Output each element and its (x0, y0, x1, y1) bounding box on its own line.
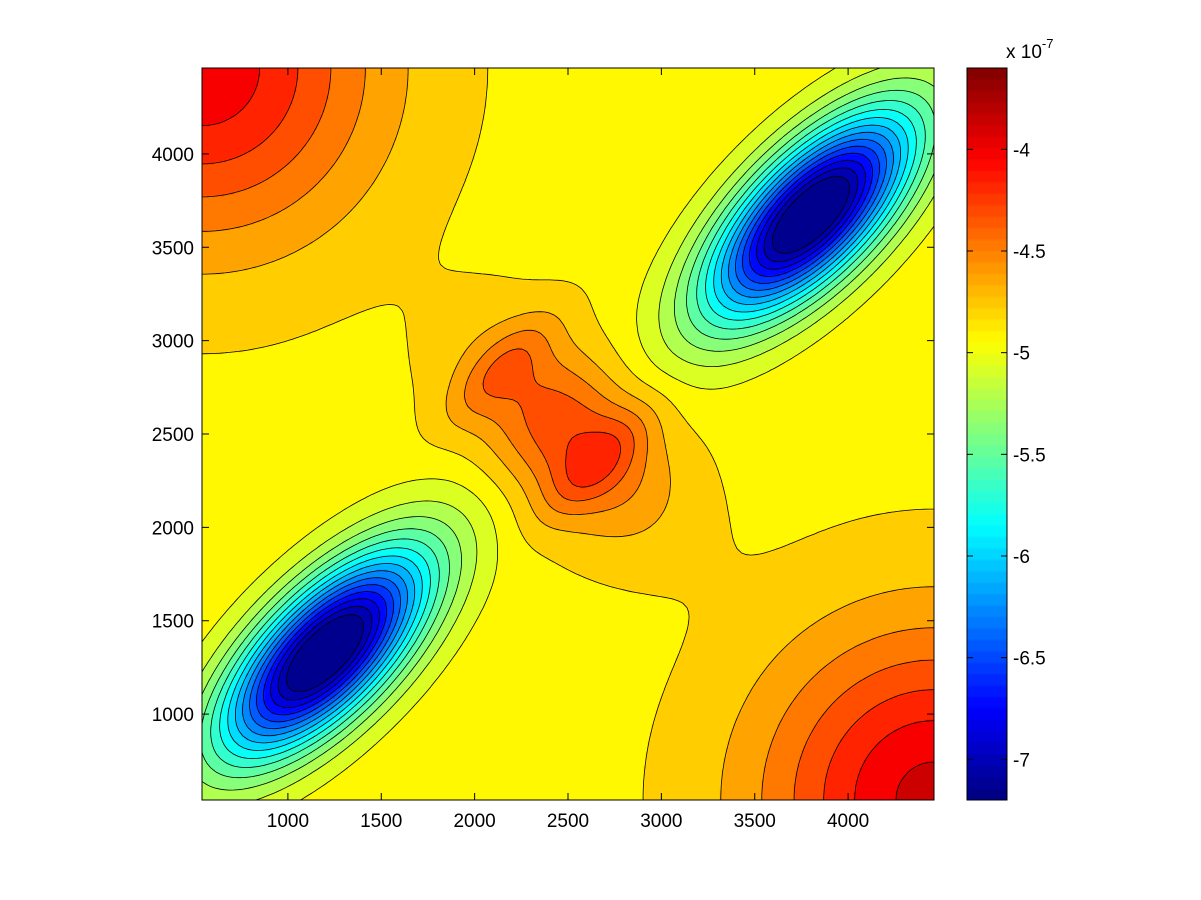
y-tick-label-3: 2500 (152, 425, 194, 446)
contour-line-11 (202, 89, 934, 779)
colorbar-tick-label-3: -5.5 (1013, 445, 1046, 466)
contour-line-3 (263, 152, 873, 716)
contour-line-4 (256, 145, 880, 723)
x-tick-label-5: 3500 (734, 811, 776, 832)
contour-line-2 (270, 159, 866, 709)
contour-line-5 (249, 138, 887, 730)
contour-line-8 (227, 117, 909, 751)
contour-line-9 (219, 109, 917, 759)
contour-line-17 (202, 68, 934, 800)
x-axis: 1000 1500 2000 2500 3000 3500 4000 (267, 68, 869, 832)
x-tick-label-6: 4000 (827, 811, 869, 832)
contour-line-10 (210, 100, 926, 768)
colorbar-tick-label-5: -4.5 (1013, 242, 1046, 263)
contour-line-7 (235, 124, 901, 744)
contour-line-1 (277, 167, 859, 701)
contour-line-16 (202, 68, 934, 800)
y-tick-label-2: 2000 (152, 518, 194, 539)
contour-line-21 (895, 761, 934, 800)
y-tick-label-5: 3500 (152, 238, 194, 259)
contour-line-0 (286, 175, 850, 693)
x-tick-label-1: 1500 (360, 811, 402, 832)
contour-line-15 (202, 68, 934, 800)
colorbar-exponent: x 10-7 (1006, 36, 1053, 63)
x-tick-label-4: 3000 (640, 811, 682, 832)
y-tick-label-0: 1000 (152, 705, 194, 726)
x-tick-label-0: 1000 (267, 811, 309, 832)
contour-line-14 (202, 68, 934, 800)
x-tick-label-2: 2000 (453, 811, 495, 832)
colorbar-axis: -7 -6.5 -6 -5.5 -5 -4.5 -4 (967, 140, 1046, 771)
colorbar-tick-label-2: -6 (1013, 547, 1030, 568)
x-tick-label-3: 2500 (547, 811, 589, 832)
colorbar-tick-label-4: -5 (1013, 344, 1030, 365)
contour-line-20 (202, 68, 934, 800)
colorbar-tick-label-0: -7 (1013, 750, 1030, 771)
contour-line-18 (202, 68, 934, 800)
colorbar-fill (967, 68, 1007, 800)
colorbar-tick-label-6: -4 (1013, 140, 1030, 161)
contour-line-12 (202, 77, 934, 791)
colorbar-frame (966, 67, 1008, 801)
contour-line-19 (202, 68, 934, 800)
y-tick-label-4: 3000 (152, 332, 194, 353)
contour-fill (202, 68, 934, 800)
contour-lines (202, 68, 934, 800)
y-tick-label-1: 1500 (152, 612, 194, 633)
colorbar-tick-label-1: -6.5 (1013, 649, 1046, 670)
y-axis: 1000 1500 2000 2500 3000 3500 4000 (152, 145, 934, 726)
y-tick-label-6: 4000 (152, 145, 194, 166)
contour-line-6 (242, 131, 894, 737)
